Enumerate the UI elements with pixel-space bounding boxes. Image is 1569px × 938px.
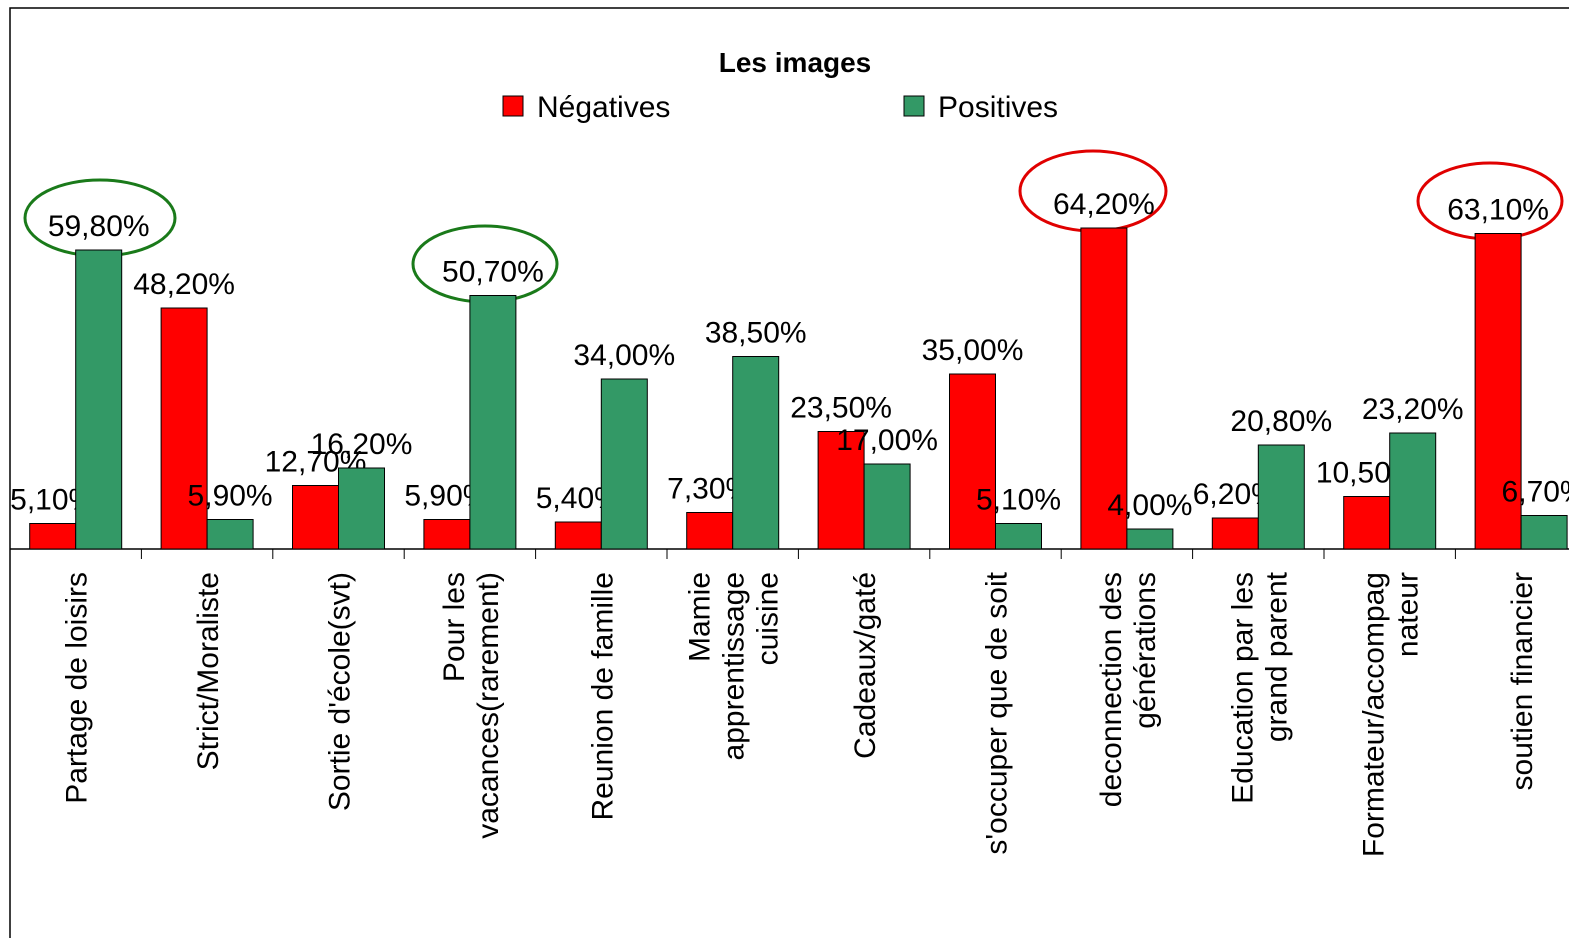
bar [554,521,602,550]
bar [686,512,734,550]
bar [338,467,385,550]
chart-frame [9,7,1569,938]
bar [206,519,254,550]
bar [995,523,1042,550]
legend-label: Négatives [537,91,670,124]
value-label: 5,90% [188,480,273,513]
bar [949,373,996,550]
bar [1257,444,1305,550]
bar [1474,233,1522,550]
bar [1211,517,1259,550]
value-label: 23,50% [790,392,892,425]
x-tick-label: deconnection desgénérations [1095,572,1162,807]
bar [863,463,911,550]
bar [423,519,471,550]
bar [732,356,780,550]
x-tick-label: Education par lesgrand parent [1226,571,1293,803]
bar [29,523,77,550]
x-tick-label: Pour lesvacances(rarement) [438,572,505,839]
x-tick-label: Partage de loisirs [61,572,94,804]
value-label: 20,80% [1230,405,1332,438]
value-label: 38,50% [705,317,807,350]
value-label: 50,70% [442,256,544,289]
bar [1080,227,1128,550]
bar [292,485,339,550]
value-label: 59,80% [48,210,150,243]
legend-label: Positives [938,91,1058,124]
x-tick-label: s'occuper que de soit [981,571,1014,854]
x-tick-label: soutien financier [1506,572,1539,790]
bar [1343,496,1391,550]
x-tick-label: Strict/Moraliste [192,572,225,770]
bar [1520,515,1568,550]
value-label: 6,70% [1502,476,1569,509]
bar [1389,432,1437,550]
value-label: 34,00% [573,339,675,372]
value-label: 4,00% [1107,489,1192,522]
value-label: 5,10% [976,484,1061,517]
value-label: 64,20% [1053,188,1155,221]
bar [1126,528,1174,550]
value-label: 16,20% [311,428,413,461]
bar [600,378,648,550]
bar [469,295,517,550]
value-label: 35,00% [922,334,1024,367]
x-tick-label: Reunion de famille [586,572,619,820]
value-label: 17,00% [836,424,938,457]
x-tick-label: Cadeaux/gaté [849,572,882,759]
chart-title: Les images [719,47,872,78]
bar [75,249,123,550]
x-tick-label: Mamieapprentissagecuisine [684,572,785,760]
value-label: 63,10% [1447,194,1549,227]
legend-swatch [502,95,524,117]
value-label: 48,20% [133,268,235,301]
legend-swatch [903,95,925,117]
value-label: 23,20% [1362,393,1464,426]
x-tick-label: Formateur/accompagnateur [1358,572,1425,857]
x-tick-label: Sortie d'école(svt) [324,572,357,811]
bar [160,307,208,550]
